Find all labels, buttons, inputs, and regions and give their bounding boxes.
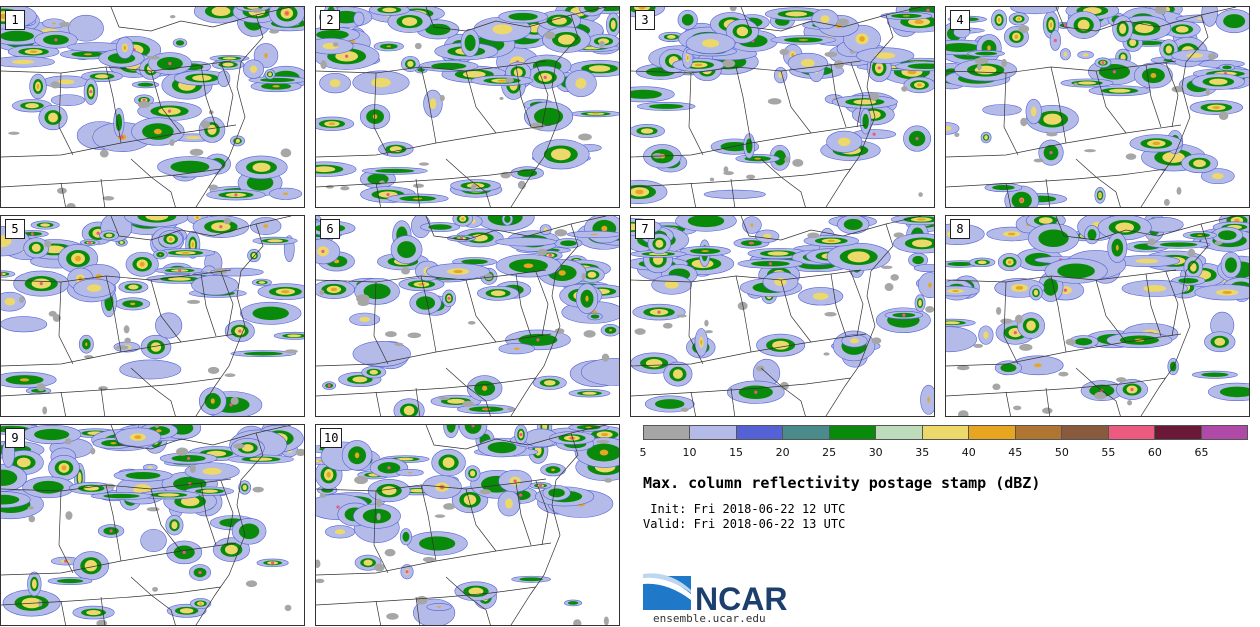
ensemble-member-panel[interactable]: 3	[630, 6, 935, 208]
ncar-logo: NCAR	[643, 570, 793, 618]
reflectivity-map	[1, 425, 304, 625]
colorbar-ticks: 5 10 15 20 25 30 35 40 45 50 55 60 65	[639, 446, 1248, 460]
init-time: Init: Fri 2018-06-22 12 UTC	[643, 502, 846, 516]
colorbar-tick-label: 45	[1008, 446, 1023, 459]
colorbar-segment	[922, 426, 970, 439]
ensemble-member-panel[interactable]: 9	[0, 424, 305, 626]
reflectivity-map	[1, 216, 304, 416]
colorbar-segment	[829, 426, 877, 439]
member-number-label: 7	[635, 219, 655, 239]
ensemble-member-panel[interactable]: 8	[945, 215, 1250, 417]
colorbar-segment	[644, 426, 691, 439]
colorbar-segment	[1155, 426, 1202, 439]
valid-time: Valid: Fri 2018-06-22 13 UTC	[643, 517, 846, 531]
colorbar-tick-label: 10	[682, 446, 697, 459]
member-number-label: 5	[5, 219, 25, 239]
reflectivity-map	[946, 7, 1249, 207]
ensemble-member-panel[interactable]: 1	[0, 6, 305, 208]
chart-title: Max. column reflectivity postage stamp (…	[643, 474, 1041, 492]
colorbar-tick-label: 50	[1054, 446, 1069, 459]
ensemble-member-panel[interactable]: 4	[945, 6, 1250, 208]
reflectivity-map	[316, 216, 619, 416]
ncar-logo-text: NCAR	[695, 581, 787, 614]
member-number-label: 3	[635, 10, 655, 30]
member-number-label: 1	[5, 10, 25, 30]
colorbar-segment	[690, 426, 737, 439]
ensemble-member-panel[interactable]: 7	[630, 215, 935, 417]
colorbar-segment	[736, 426, 784, 439]
colorbar-tick-label: 35	[915, 446, 930, 459]
member-number-label: 9	[5, 428, 25, 448]
colorbar-tick-label: 20	[775, 446, 790, 459]
reflectivity-colorbar	[643, 425, 1248, 440]
colorbar-tick-label: 55	[1101, 446, 1116, 459]
reflectivity-map	[316, 7, 619, 207]
colorbar-segment	[1062, 426, 1109, 439]
colorbar-tick-label: 15	[729, 446, 744, 459]
colorbar-tick-label: 65	[1194, 446, 1209, 459]
reflectivity-map	[1, 7, 304, 207]
member-number-label: 10	[320, 428, 343, 448]
reflectivity-map	[316, 425, 619, 625]
member-number-label: 4	[950, 10, 970, 30]
ensemble-member-panel[interactable]: 5	[0, 215, 305, 417]
colorbar-tick-label: 25	[822, 446, 837, 459]
reflectivity-map	[946, 216, 1249, 416]
ensemble-member-panel[interactable]: 10	[315, 424, 620, 626]
colorbar-tick-label: 40	[961, 446, 976, 459]
colorbar-segment	[969, 426, 1016, 439]
reflectivity-map	[631, 7, 934, 207]
colorbar-segment	[876, 426, 923, 439]
member-number-label: 8	[950, 219, 970, 239]
colorbar-tick-label: 30	[868, 446, 883, 459]
colorbar-segment	[783, 426, 830, 439]
ensemble-member-panel[interactable]: 2	[315, 6, 620, 208]
member-number-label: 6	[320, 219, 340, 239]
colorbar-segment	[1108, 426, 1156, 439]
colorbar-segment	[1015, 426, 1063, 439]
ensemble-url[interactable]: ensemble.ucar.edu	[653, 612, 766, 625]
colorbar-tick-label: 5	[639, 446, 647, 459]
ensemble-member-panel[interactable]: 6	[315, 215, 620, 417]
member-number-label: 2	[320, 10, 340, 30]
colorbar-tick-label: 60	[1147, 446, 1162, 459]
colorbar-segment	[1201, 426, 1248, 439]
reflectivity-map	[631, 216, 934, 416]
